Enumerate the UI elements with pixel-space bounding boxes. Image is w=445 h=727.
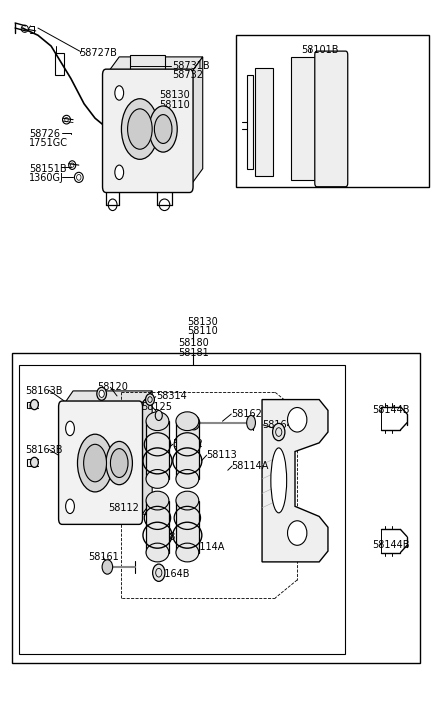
Text: 58181: 58181 (178, 348, 209, 358)
Text: 58163B: 58163B (25, 445, 62, 455)
Text: 58144B: 58144B (372, 540, 409, 550)
Ellipse shape (102, 560, 113, 574)
Ellipse shape (153, 564, 165, 582)
Ellipse shape (84, 444, 106, 482)
Text: 58161: 58161 (89, 552, 119, 562)
Text: 58726: 58726 (29, 129, 60, 139)
FancyBboxPatch shape (59, 401, 142, 524)
Ellipse shape (154, 115, 172, 143)
Polygon shape (190, 57, 203, 187)
Polygon shape (262, 400, 328, 562)
Ellipse shape (65, 421, 74, 435)
Ellipse shape (146, 491, 169, 510)
Bar (236, 35, 429, 187)
Ellipse shape (273, 423, 285, 441)
FancyBboxPatch shape (315, 51, 348, 187)
Text: 58112: 58112 (108, 503, 139, 513)
Ellipse shape (97, 387, 106, 401)
Ellipse shape (115, 165, 124, 180)
Ellipse shape (287, 408, 307, 432)
Ellipse shape (146, 543, 169, 562)
Text: 58113: 58113 (206, 450, 237, 460)
Ellipse shape (176, 543, 199, 562)
Polygon shape (106, 57, 203, 75)
Text: 58732: 58732 (172, 70, 203, 80)
Text: 58130: 58130 (187, 317, 218, 326)
Bar (130, 55, 166, 75)
Text: 58125: 58125 (141, 402, 172, 411)
Ellipse shape (146, 394, 154, 406)
Ellipse shape (65, 499, 74, 513)
Text: 58162: 58162 (231, 409, 262, 419)
Text: 58114A: 58114A (231, 461, 269, 471)
Ellipse shape (146, 470, 169, 489)
Bar (176, 421, 199, 479)
Text: 58120: 58120 (97, 382, 128, 392)
Text: 58113: 58113 (163, 531, 194, 542)
Text: 1360GJ: 1360GJ (29, 173, 64, 183)
Polygon shape (139, 391, 152, 518)
Ellipse shape (146, 411, 169, 430)
Text: 58164B: 58164B (152, 569, 190, 579)
Ellipse shape (77, 434, 113, 492)
Ellipse shape (176, 470, 199, 489)
Polygon shape (291, 57, 315, 180)
Ellipse shape (271, 448, 287, 513)
Text: 58727B: 58727B (80, 48, 117, 58)
Ellipse shape (176, 411, 199, 430)
Text: 58144B: 58144B (372, 406, 409, 415)
Bar (146, 501, 169, 553)
Ellipse shape (155, 411, 162, 420)
Ellipse shape (99, 390, 104, 398)
FancyBboxPatch shape (102, 69, 193, 193)
Polygon shape (62, 391, 152, 407)
Text: 58151B: 58151B (29, 164, 67, 174)
Ellipse shape (188, 415, 200, 430)
Polygon shape (255, 68, 273, 176)
Text: 58110: 58110 (159, 100, 190, 110)
Text: 58130: 58130 (159, 90, 190, 100)
Ellipse shape (106, 441, 133, 485)
Text: 58164B: 58164B (262, 419, 299, 430)
Text: 58314: 58314 (157, 391, 187, 401)
Ellipse shape (30, 457, 38, 467)
Text: 58112: 58112 (172, 439, 203, 449)
Text: 58101B: 58101B (302, 44, 339, 55)
Bar (20, 365, 345, 654)
Bar (146, 421, 169, 479)
Bar (12, 353, 420, 663)
Text: 58110: 58110 (187, 326, 218, 336)
Text: 58114A: 58114A (187, 542, 225, 553)
Ellipse shape (149, 106, 177, 152)
Ellipse shape (128, 109, 152, 149)
Text: 58731B: 58731B (172, 60, 210, 71)
Ellipse shape (287, 521, 307, 545)
Ellipse shape (30, 400, 38, 410)
Ellipse shape (121, 99, 158, 159)
Bar (55, 53, 64, 75)
Bar (176, 501, 199, 553)
Polygon shape (247, 75, 253, 169)
Text: 58180: 58180 (178, 338, 209, 348)
Ellipse shape (247, 415, 255, 430)
Text: 1751GC: 1751GC (29, 138, 68, 148)
Ellipse shape (115, 86, 124, 100)
Text: 58163B: 58163B (25, 386, 62, 396)
Ellipse shape (110, 449, 128, 478)
Ellipse shape (176, 491, 199, 510)
